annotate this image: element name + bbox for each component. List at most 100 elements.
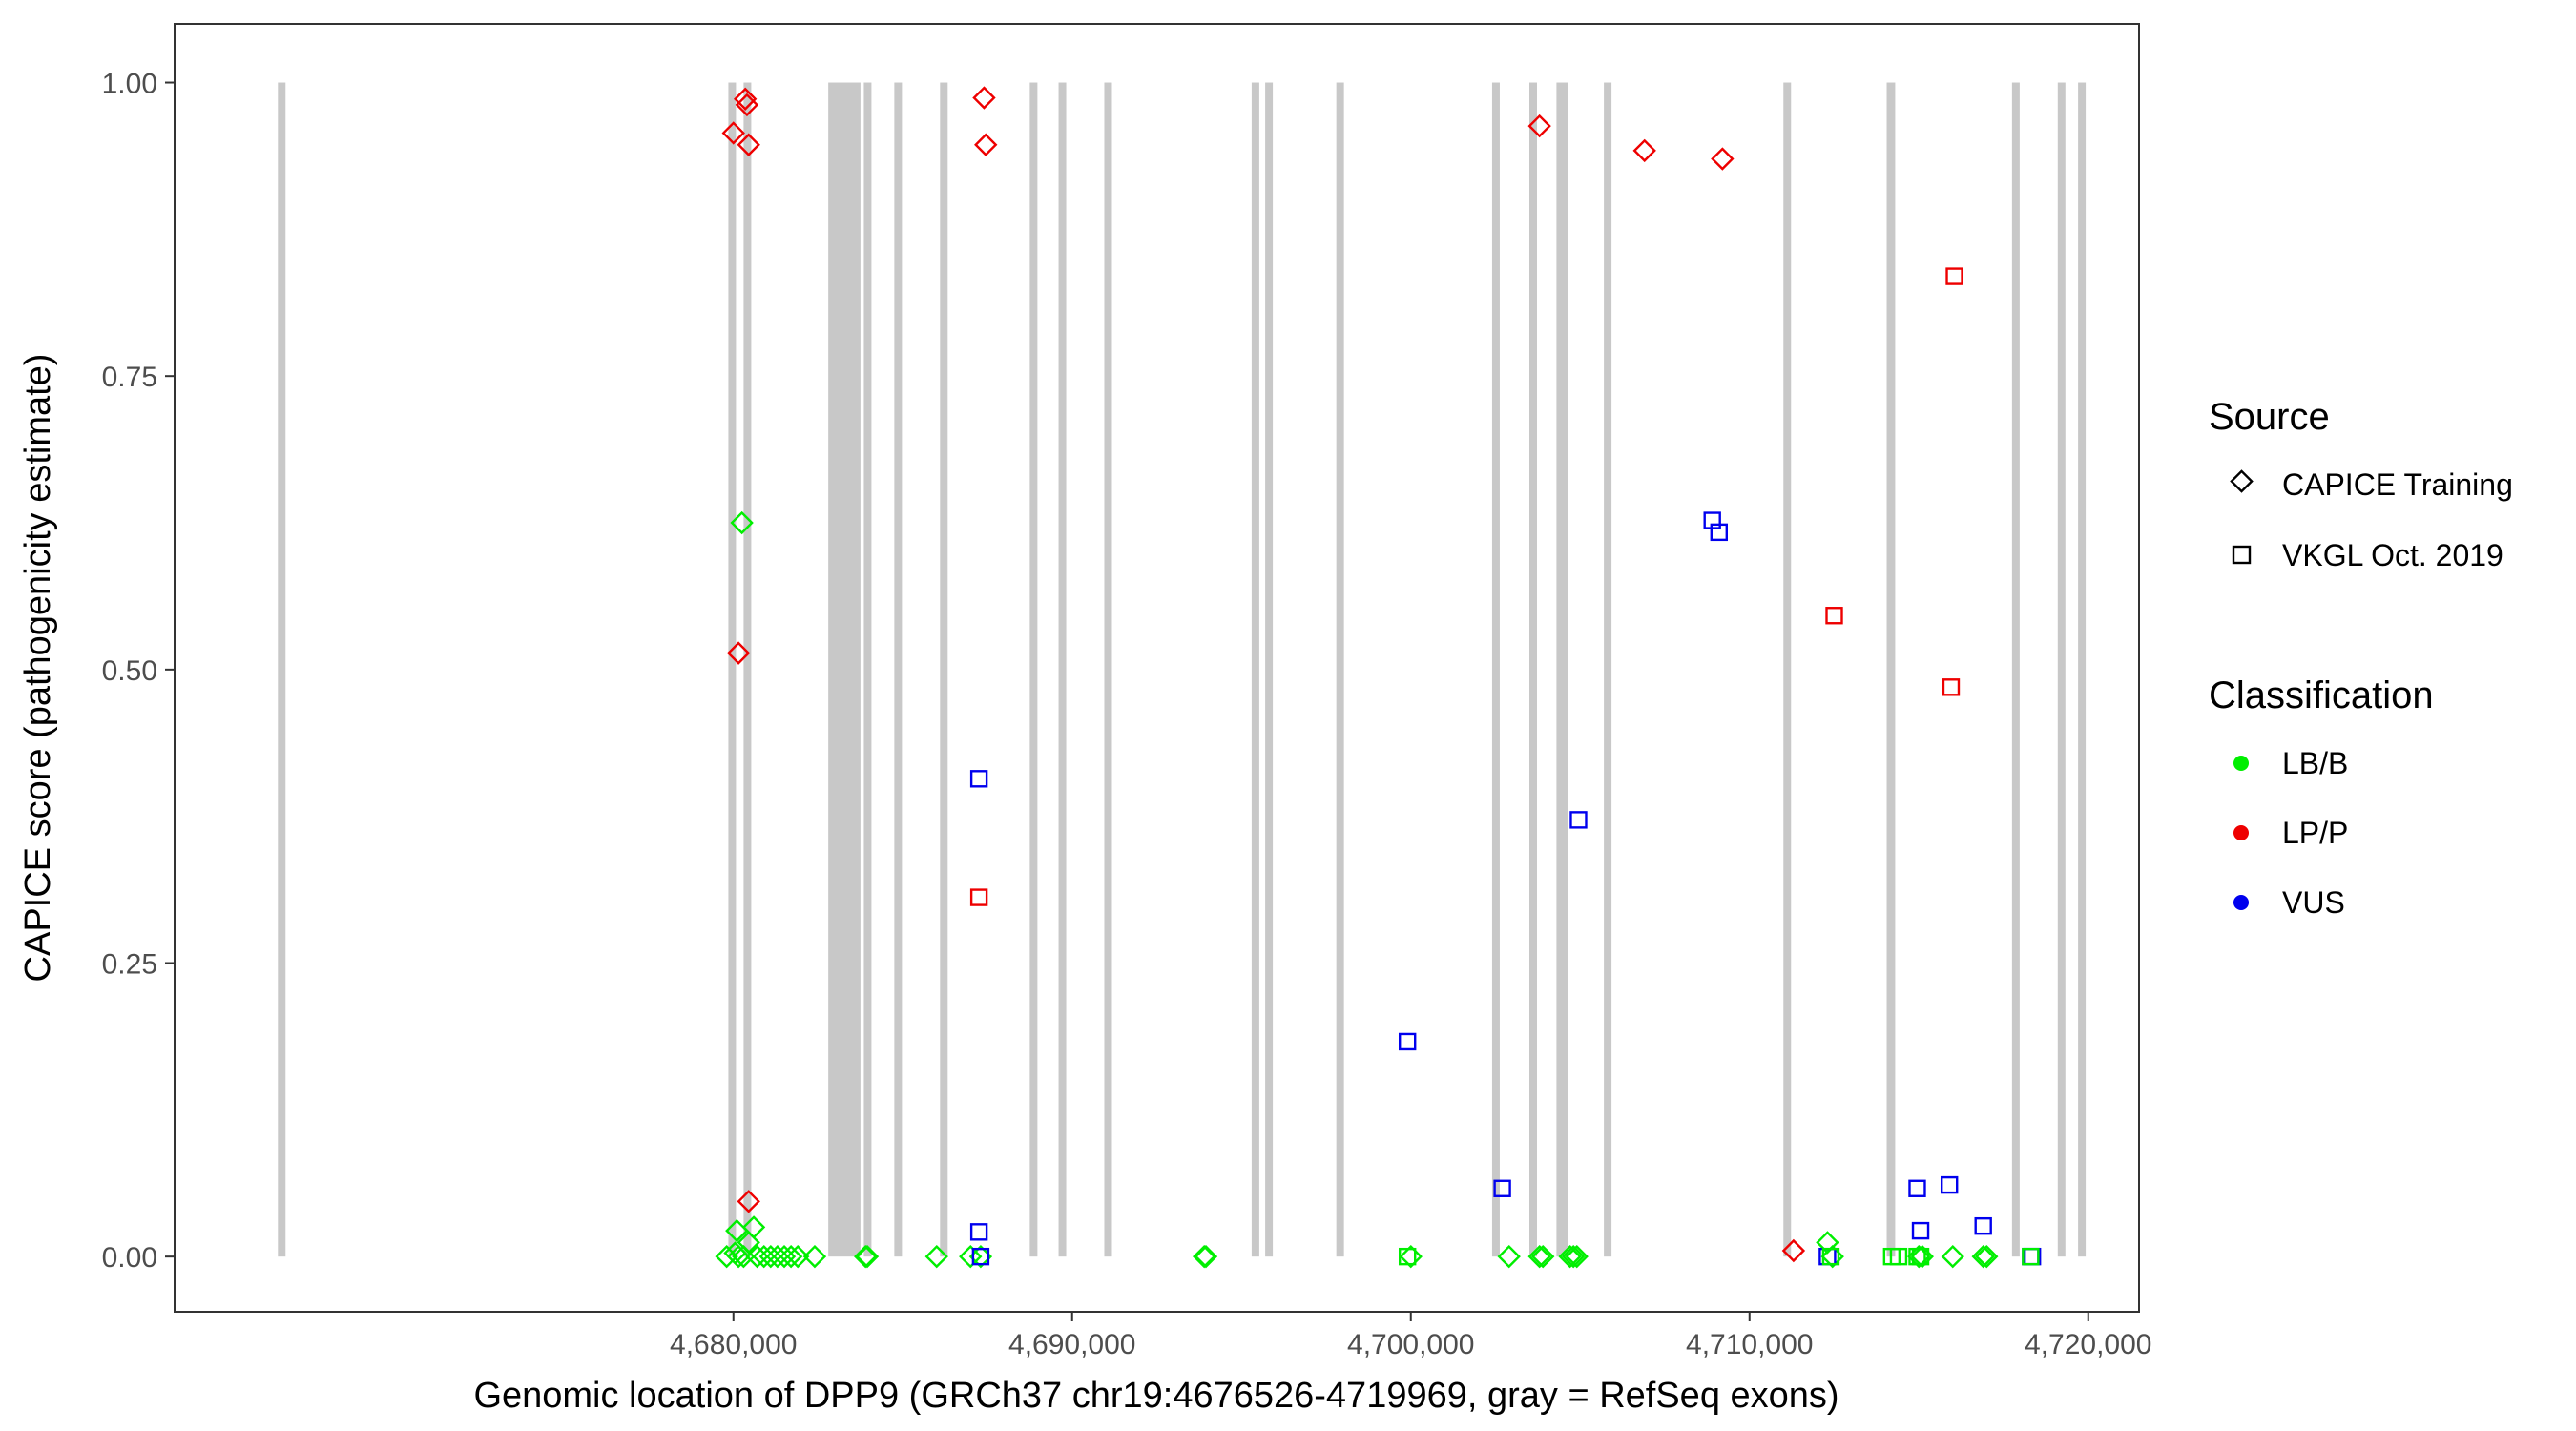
data-point-diamond bbox=[1497, 1244, 1521, 1269]
legend-source-title: Source bbox=[2209, 396, 2330, 438]
data-point-square bbox=[1825, 607, 1843, 625]
data-point-diamond bbox=[737, 133, 760, 156]
data-point-diamond bbox=[972, 86, 996, 110]
data-point-diamond bbox=[1558, 1244, 1582, 1269]
data-point-diamond bbox=[721, 121, 745, 145]
exon-band bbox=[1029, 82, 1038, 1257]
exon-band bbox=[278, 82, 286, 1257]
exon-band bbox=[1058, 82, 1067, 1257]
exon-band bbox=[1251, 82, 1259, 1257]
exon-band bbox=[1265, 82, 1274, 1257]
exon-band bbox=[1336, 82, 1344, 1257]
data-point-diamond bbox=[726, 1244, 751, 1269]
exon-band bbox=[1783, 82, 1792, 1257]
x-tick-label: 4,680,000 bbox=[670, 1329, 797, 1360]
legend-class-item-vus: VUS bbox=[2282, 885, 2345, 920]
exon-band bbox=[743, 82, 752, 1257]
data-point-square bbox=[1945, 267, 1963, 285]
y-tick-label: 1.00 bbox=[102, 69, 157, 100]
exon-band bbox=[1604, 82, 1612, 1257]
data-point-square bbox=[969, 770, 988, 788]
x-axis-title: Genomic location of DPP9 (GRCh37 chr19:4… bbox=[473, 1376, 1839, 1416]
data-point-diamond bbox=[1781, 1238, 1806, 1263]
legend-class-item-lbb: LB/B bbox=[2282, 746, 2348, 780]
exon-band bbox=[1491, 82, 1500, 1257]
x-tick-label: 4,690,000 bbox=[1008, 1329, 1135, 1360]
data-point-square bbox=[1398, 1032, 1417, 1051]
data-point-diamond bbox=[802, 1244, 827, 1269]
exon-band bbox=[940, 82, 948, 1257]
axes: 4,680,000 4,690,000 4,700,000 4,710,000 4,72… bbox=[102, 69, 2152, 1360]
legend-source-item-capice: CAPICE Training bbox=[2282, 467, 2513, 502]
exon-band bbox=[2057, 82, 2066, 1257]
data-point-diamond bbox=[1561, 1244, 1586, 1269]
data-point-square bbox=[1974, 1216, 1992, 1235]
data-point-diamond bbox=[1971, 1244, 1995, 1269]
legend-lpp-key bbox=[2233, 825, 2249, 840]
legend-class-title: Classification bbox=[2209, 674, 2434, 716]
data-point-square bbox=[971, 1247, 990, 1266]
data-point-diamond bbox=[1975, 1244, 1999, 1269]
data-point-diamond bbox=[730, 510, 754, 535]
data-point-square bbox=[1821, 1247, 1840, 1266]
data-point-diamond bbox=[735, 93, 759, 117]
data-point-diamond bbox=[1632, 138, 1656, 163]
legend-vus-key bbox=[2233, 895, 2249, 910]
exon-band bbox=[863, 82, 872, 1257]
data-point-square bbox=[969, 888, 988, 906]
legend-source-item-vkgl: VKGL Oct. 2019 bbox=[2282, 538, 2503, 572]
exon-band bbox=[828, 82, 861, 1257]
data-point-diamond bbox=[1941, 1244, 1964, 1269]
y-tick-label: 0.00 bbox=[102, 1242, 157, 1274]
data-point-diamond bbox=[786, 1244, 810, 1269]
y-tick-label: 0.50 bbox=[102, 655, 157, 687]
legend-class-item-lpp: LP/P bbox=[2282, 816, 2348, 850]
data-point-diamond bbox=[1711, 147, 1735, 171]
exon-band bbox=[2011, 82, 2020, 1257]
data-point-diamond bbox=[1527, 1244, 1551, 1269]
data-point-square bbox=[1710, 523, 1729, 542]
data-point-square bbox=[1908, 1179, 1926, 1197]
data-points bbox=[715, 86, 2042, 1269]
data-point-diamond bbox=[855, 1244, 880, 1269]
x-tick-label: 4,720,000 bbox=[2025, 1329, 2151, 1360]
data-point-square bbox=[1889, 1247, 1908, 1266]
exon-band bbox=[1529, 82, 1537, 1257]
data-point-diamond bbox=[733, 87, 758, 111]
exon-band bbox=[1104, 82, 1112, 1257]
x-tick-label: 4,710,000 bbox=[1686, 1329, 1813, 1360]
data-point-square bbox=[969, 1223, 988, 1241]
legend: Source CAPICE Training VKGL Oct. 2019 Cl… bbox=[2209, 396, 2513, 920]
data-point-square bbox=[1398, 1247, 1417, 1266]
legend-lbb-key bbox=[2233, 756, 2249, 771]
data-point-diamond bbox=[779, 1244, 803, 1269]
exon-band bbox=[894, 82, 903, 1257]
y-axis-title: CAPICE score (pathogenicity estimate) bbox=[18, 354, 58, 983]
data-point-square bbox=[1942, 678, 1961, 696]
exon-band bbox=[1886, 82, 1896, 1257]
data-point-diamond bbox=[1527, 114, 1551, 138]
data-point-square bbox=[1911, 1247, 1930, 1266]
data-point-diamond bbox=[1565, 1244, 1589, 1269]
data-point-diamond bbox=[959, 1244, 983, 1269]
data-point-diamond bbox=[1193, 1244, 1216, 1269]
exon-bands bbox=[278, 82, 2087, 1257]
data-point-diamond bbox=[1399, 1244, 1423, 1269]
legend-square-key bbox=[2232, 545, 2252, 565]
data-point-diamond bbox=[726, 641, 751, 665]
exon-band bbox=[1556, 82, 1568, 1257]
data-point-square bbox=[2022, 1247, 2040, 1266]
data-point-square bbox=[1493, 1179, 1511, 1197]
data-point-diamond bbox=[1194, 1244, 1218, 1269]
exon-band bbox=[2078, 82, 2087, 1257]
data-point-diamond bbox=[974, 133, 998, 156]
data-point-square bbox=[1940, 1175, 1959, 1194]
data-point-square bbox=[1569, 811, 1588, 829]
y-tick-label: 0.75 bbox=[102, 362, 157, 393]
plot-panel-border bbox=[174, 23, 2140, 1313]
data-point-diamond bbox=[924, 1244, 948, 1269]
exon-band bbox=[728, 82, 737, 1257]
x-tick-label: 4,700,000 bbox=[1347, 1329, 1474, 1360]
